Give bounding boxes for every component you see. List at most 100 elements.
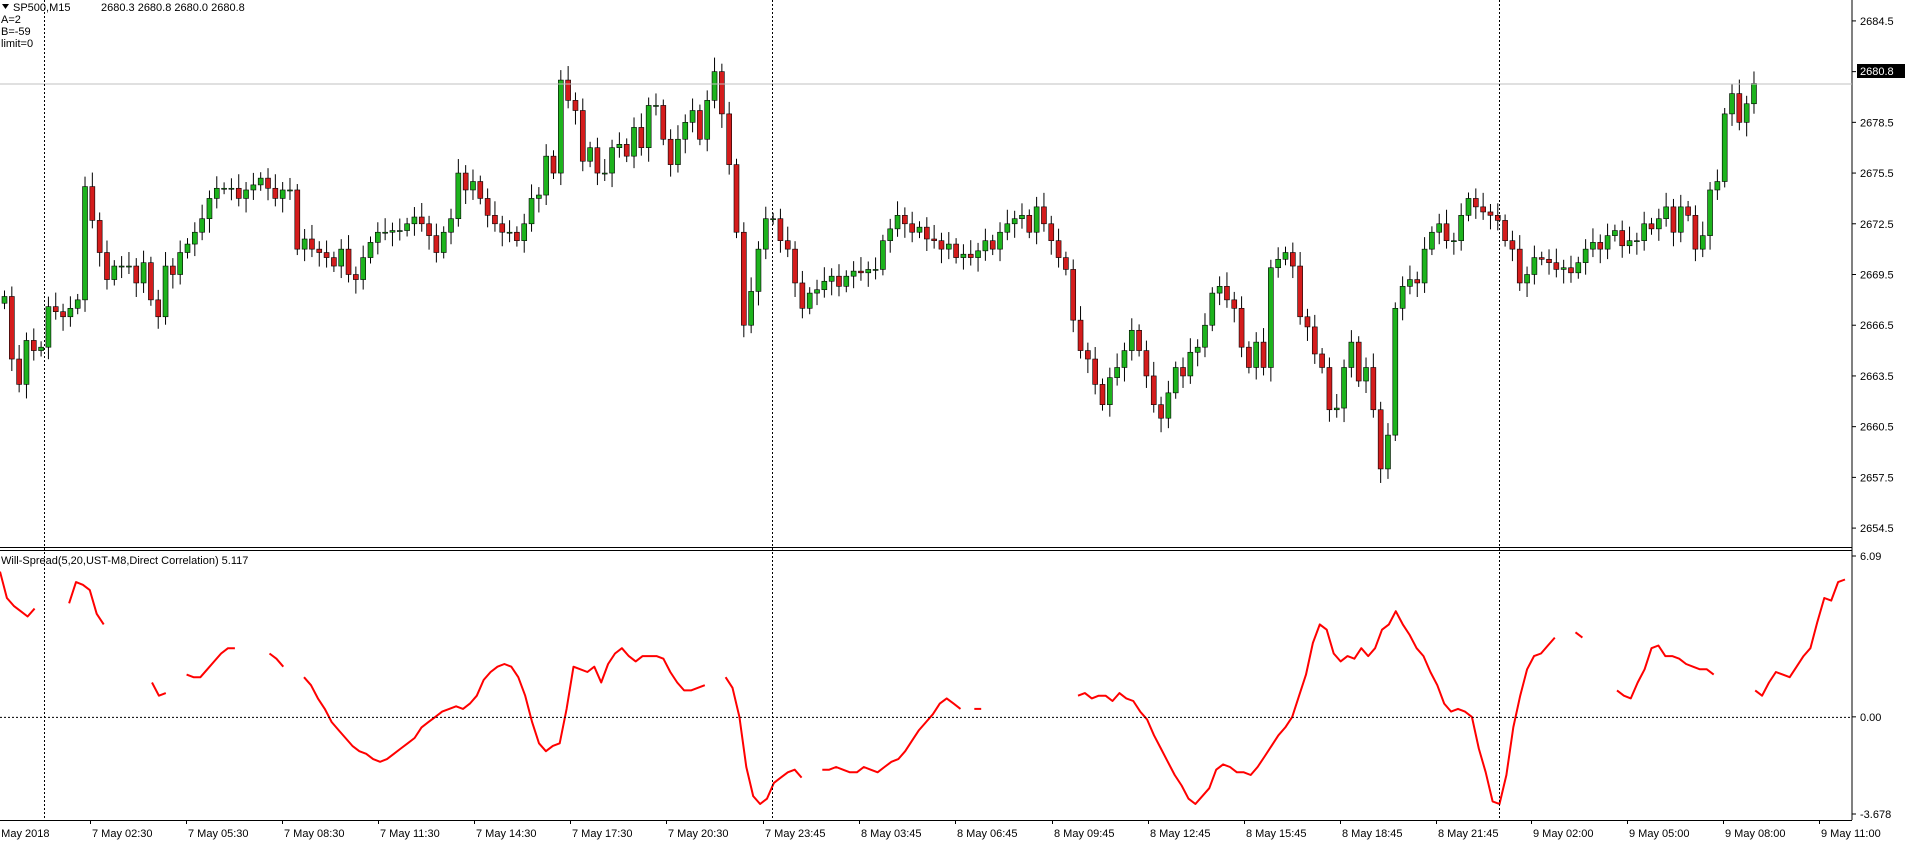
candle-bear xyxy=(148,262,154,301)
candle-bear xyxy=(1685,206,1691,216)
candle xyxy=(126,252,132,274)
candle-bear xyxy=(323,252,330,258)
candle-bull xyxy=(243,189,249,199)
candle xyxy=(1275,247,1281,278)
candle-bull xyxy=(1626,240,1633,247)
candle-bull xyxy=(653,105,659,107)
candle xyxy=(1114,353,1120,386)
candle-bear xyxy=(1414,279,1421,284)
candle-bear xyxy=(1443,223,1450,241)
candle xyxy=(1004,209,1011,241)
candle xyxy=(616,132,623,158)
candle xyxy=(667,129,674,177)
candle xyxy=(38,341,44,357)
candle-bear xyxy=(16,358,22,385)
candle xyxy=(1158,396,1164,433)
candle xyxy=(492,201,498,232)
candle-bear xyxy=(550,155,557,174)
candle xyxy=(1385,423,1391,479)
candle xyxy=(1634,232,1640,255)
candle-bear xyxy=(133,265,140,284)
candle-bull xyxy=(1743,103,1750,123)
candle-bull xyxy=(850,270,857,277)
indicator-tick-label: 6.09 xyxy=(1860,551,1881,563)
candle-bull xyxy=(1399,286,1406,309)
indicator-line-segment xyxy=(1077,610,1556,805)
candle xyxy=(1619,220,1626,258)
candle-bull xyxy=(213,187,220,199)
indicator-line-segment xyxy=(151,682,167,697)
candle-bull xyxy=(440,231,447,253)
candle-bull xyxy=(1107,377,1113,405)
candle-bull xyxy=(887,228,894,241)
candle xyxy=(1253,332,1260,380)
candle-bull xyxy=(1458,215,1464,241)
candle xyxy=(1121,342,1128,382)
candle xyxy=(587,141,593,168)
candle xyxy=(1172,361,1179,399)
candle-bear xyxy=(1326,367,1333,411)
candle-bull xyxy=(1641,223,1647,241)
candle-bull xyxy=(1451,240,1457,242)
candle-bear xyxy=(9,296,15,360)
candle-bull xyxy=(748,291,754,326)
candle xyxy=(1502,214,1508,247)
candle-bear xyxy=(60,311,66,318)
candle xyxy=(470,169,476,200)
candle xyxy=(1370,353,1377,418)
candle-bear xyxy=(931,238,937,241)
candle xyxy=(1480,192,1486,220)
candle xyxy=(228,178,235,201)
candle-bear xyxy=(426,223,432,236)
candle-bear xyxy=(836,275,842,287)
candle-bear xyxy=(1509,240,1516,250)
candle xyxy=(272,174,279,207)
candle xyxy=(67,296,74,327)
candle xyxy=(1026,209,1033,239)
candle xyxy=(726,101,732,175)
candle xyxy=(484,188,491,228)
candle-bear xyxy=(1355,341,1362,382)
candle xyxy=(301,229,308,262)
time-tick-label: 8 May 18:45 xyxy=(1342,828,1403,840)
current-price-label: 2680.8 xyxy=(1860,66,1894,78)
candle xyxy=(455,159,462,227)
candle-bull xyxy=(1590,242,1596,250)
candle xyxy=(1231,291,1238,323)
candle-bull xyxy=(1612,230,1618,236)
candle xyxy=(1304,308,1311,341)
candle-bull xyxy=(1465,198,1472,216)
candle xyxy=(448,208,454,245)
candle-bear xyxy=(1692,215,1699,250)
candle xyxy=(828,268,835,296)
candle xyxy=(1560,259,1567,284)
collapse-triangle-icon[interactable] xyxy=(2,4,9,9)
candle xyxy=(514,226,520,247)
candle xyxy=(850,261,857,289)
time-tick-label: 7 May 20:30 xyxy=(668,828,729,840)
candle xyxy=(1736,79,1743,131)
candle xyxy=(770,212,776,225)
candle xyxy=(1604,223,1611,260)
candle xyxy=(653,93,659,116)
candle xyxy=(148,256,154,306)
candle-bull xyxy=(1634,240,1640,242)
candle xyxy=(23,332,30,399)
candle-bear xyxy=(733,164,740,233)
candle xyxy=(1414,271,1421,297)
candle xyxy=(1626,226,1633,254)
candle xyxy=(104,240,110,290)
candle-bull xyxy=(558,79,564,174)
indicator-series xyxy=(0,571,1846,805)
candle xyxy=(682,114,689,154)
candle-bull xyxy=(506,231,513,234)
candle xyxy=(909,211,915,243)
candle-bear xyxy=(1290,252,1296,267)
candle xyxy=(558,70,564,186)
candle-bear xyxy=(953,243,959,258)
candle-bear xyxy=(1311,326,1318,355)
candle xyxy=(1597,234,1604,264)
candle xyxy=(1011,210,1018,238)
candle xyxy=(697,104,703,146)
candle-bull xyxy=(770,218,776,221)
